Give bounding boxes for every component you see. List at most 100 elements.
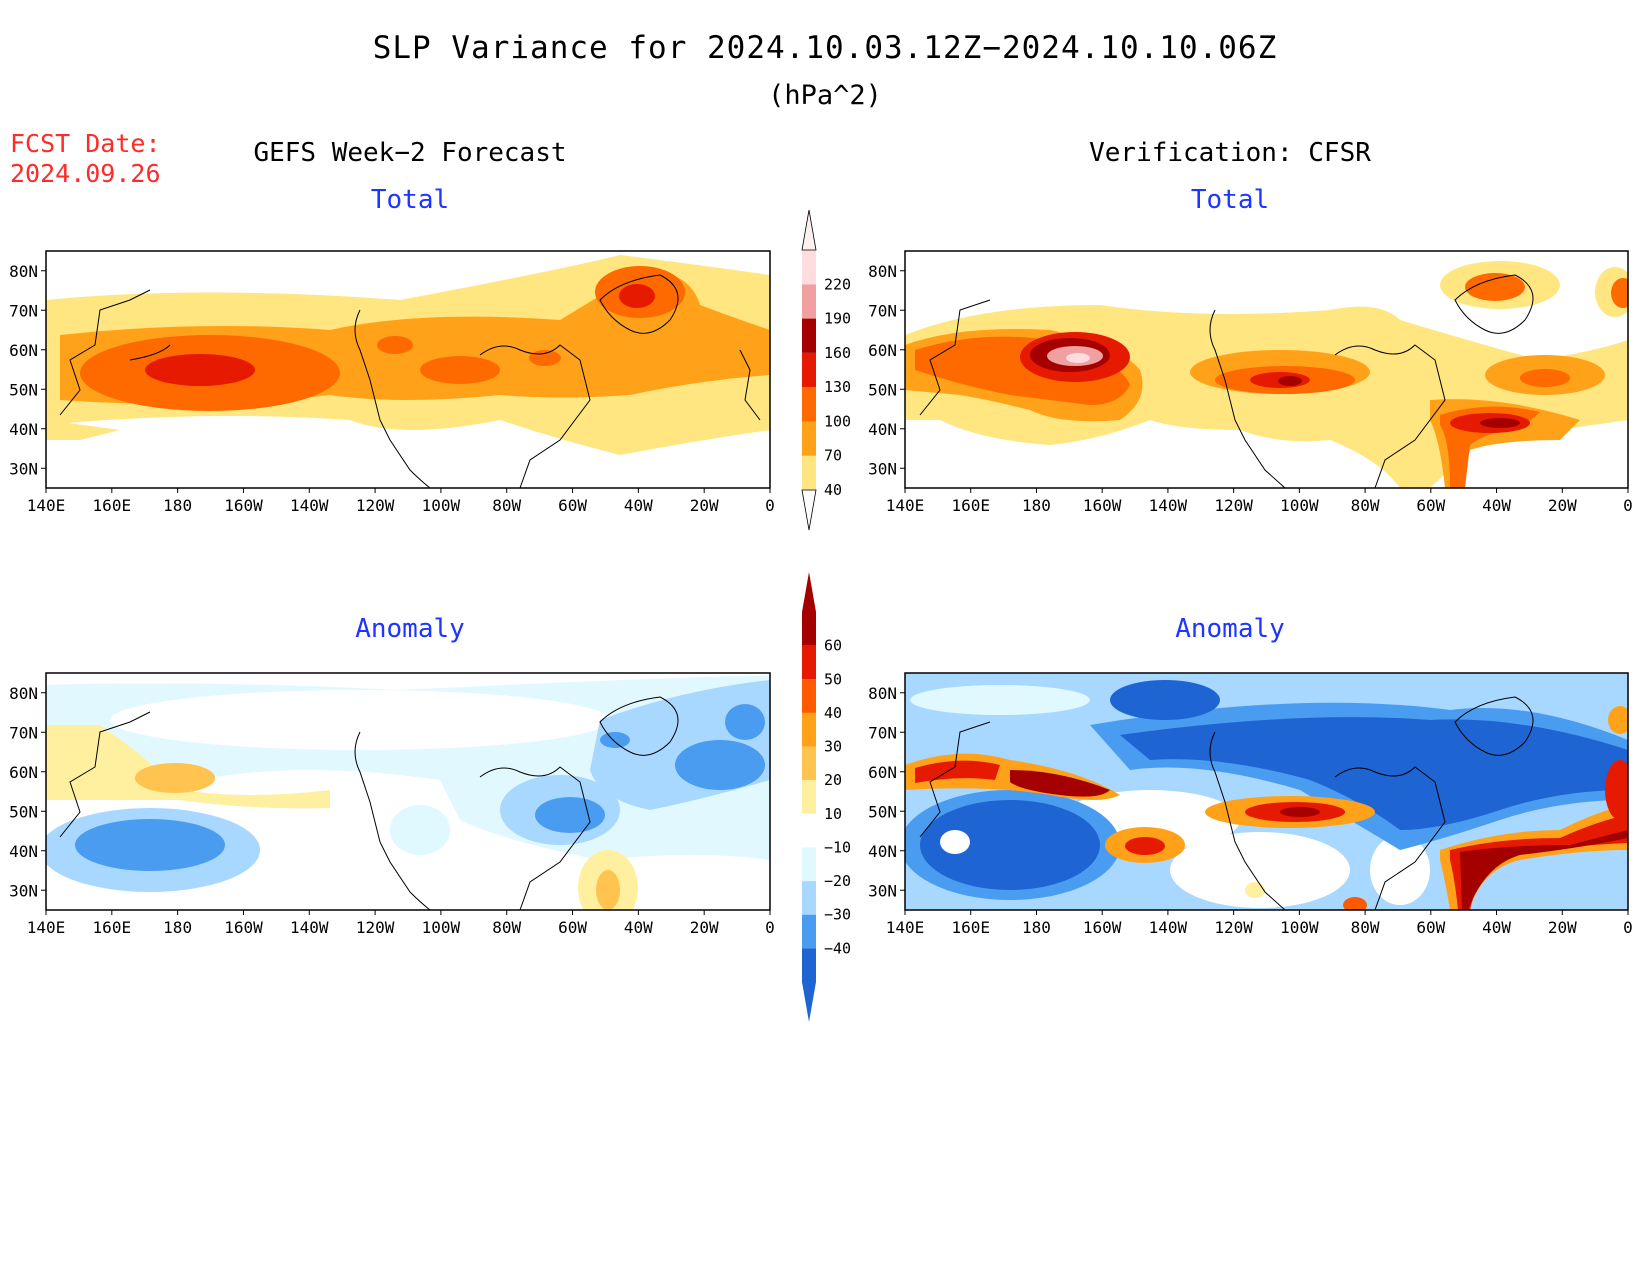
lon-tick-label: 180 (163, 918, 192, 937)
total-colorbar-swatch (802, 250, 816, 285)
anomaly-colorbar-label: −10 (824, 838, 851, 856)
lat-tick-label: 70N (868, 723, 897, 742)
anomaly-colorbar-swatch (802, 948, 816, 982)
anomaly-colorbar-label: 60 (824, 637, 842, 655)
anomaly-colorbar-label: −40 (824, 939, 851, 957)
lon-tick-label: 160E (93, 496, 132, 515)
forecast-anomaly-subtitle: Anomaly (355, 614, 465, 644)
forecast-anomaly-frame (45, 672, 771, 911)
anomaly-colorbar-swatch (802, 813, 816, 848)
anomaly-colorbar-label: 30 (824, 738, 842, 756)
lon-tick-label: 160W (1083, 496, 1122, 515)
anomaly-colorbar-label: 50 (824, 670, 842, 688)
lon-tick-label: 40W (1482, 496, 1511, 515)
total-colorbar-swatch (802, 455, 816, 490)
lon-tick-label: 0 (765, 496, 775, 515)
main-title: SLP Variance for 2024.10.03.12Z−2024.10.… (372, 30, 1278, 66)
lon-tick-label: 140W (1149, 918, 1188, 937)
lat-tick-label: 60N (9, 763, 38, 782)
lat-tick-label: 50N (9, 380, 38, 399)
lon-tick-label: 140W (290, 496, 329, 515)
verification-anomaly-subtitle: Anomaly (1175, 614, 1285, 644)
lon-tick-label: 80W (492, 496, 521, 515)
total-colorbar-bottom-arrow (801, 489, 817, 531)
verification-total-frame (904, 250, 1629, 489)
anomaly-colorbar-bottom-arrow (802, 982, 816, 1022)
lon-tick-label: 0 (1623, 918, 1633, 937)
total-colorbar-label: 70 (824, 447, 842, 465)
lon-tick-label: 100W (422, 496, 461, 515)
lon-tick-label: 120W (1214, 496, 1253, 515)
forecast-total-subtitle: Total (370, 185, 450, 215)
lat-tick-label: 80N (868, 684, 897, 703)
total-colorbar-label: 130 (824, 378, 851, 396)
total-colorbar-swatch (802, 387, 816, 422)
lon-tick-label: 60W (1416, 496, 1445, 515)
lat-tick-label: 40N (9, 420, 38, 439)
anomaly-colorbar-swatch (802, 712, 816, 747)
lat-tick-label: 70N (9, 723, 38, 742)
forecast-column-title: GEFS Week−2 Forecast (253, 138, 567, 168)
fcst-date-label: FCST Date: (10, 129, 161, 158)
anomaly-colorbar-label: −20 (824, 872, 851, 890)
lon-tick-label: 80W (1351, 918, 1380, 937)
anomaly-colorbar-swatch (802, 679, 816, 713)
anomaly-colorbar-swatch (802, 914, 816, 949)
lon-tick-label: 160W (1083, 918, 1122, 937)
verification-anomaly-frame (904, 672, 1629, 911)
lat-tick-label: 70N (868, 301, 897, 320)
coastlines (59, 274, 1534, 911)
lat-tick-label: 40N (868, 842, 897, 861)
axis-labels: 80N 70N 60N 50N 40N 30N 140E 160E 180 160W 140W 120… (9, 262, 1633, 937)
anomaly-colorbar-swatch (802, 780, 816, 814)
lat-tick-label: 30N (868, 459, 897, 478)
total-colorbar-label: 220 (824, 275, 851, 293)
anomaly-colorbar: 60 50 40 30 20 10 −10 −20 −30 −40 (802, 572, 851, 1022)
total-colorbar-swatch (802, 318, 816, 353)
total-colorbar-swatch (802, 284, 816, 319)
forecast-total-panel (46, 251, 770, 488)
lon-tick-label: 20W (1548, 918, 1577, 937)
lat-tick-label: 70N (9, 301, 38, 320)
lon-tick-label: 60W (558, 496, 587, 515)
anomaly-colorbar-swatch (802, 746, 816, 781)
lon-tick-label: 140E (27, 496, 66, 515)
verification-column-title: Verification: CFSR (1089, 138, 1371, 168)
lat-tick-label: 30N (9, 881, 38, 900)
forecast-anomaly-panel (46, 673, 770, 910)
total-colorbar-label: 100 (824, 412, 851, 430)
lon-tick-label: 160W (224, 496, 263, 515)
lon-tick-label: 20W (690, 496, 719, 515)
lon-tick-label: 80W (492, 918, 521, 937)
lon-tick-label: 100W (1280, 918, 1319, 937)
fcst-date-value: 2024.09.26 (10, 159, 161, 188)
lon-tick-label: 120W (356, 918, 395, 937)
lat-tick-label: 60N (868, 763, 897, 782)
lat-tick-label: 80N (868, 262, 897, 281)
anomaly-colorbar-swatch (802, 881, 816, 915)
lon-tick-label: 0 (765, 918, 775, 937)
total-colorbar-top-arrow (801, 209, 817, 251)
lon-tick-label: 120W (1214, 918, 1253, 937)
lon-tick-label: 140W (1149, 496, 1188, 515)
lon-tick-label: 100W (422, 918, 461, 937)
lon-tick-label: 140E (886, 918, 925, 937)
total-colorbar-swatch (802, 421, 816, 456)
total-colorbar-swatch (802, 352, 816, 388)
lon-tick-label: 100W (1280, 496, 1319, 515)
verification-total-field (905, 251, 1628, 488)
verification-anomaly-field (905, 673, 1628, 910)
lon-tick-label: 40W (1482, 918, 1511, 937)
anomaly-colorbar-swatch (802, 612, 816, 646)
forecast-total-field (46, 251, 770, 488)
anomaly-colorbar-label: −30 (824, 906, 851, 924)
verification-total-subtitle: Total (1190, 185, 1270, 215)
lat-tick-label: 50N (9, 802, 38, 821)
lon-tick-label: 160E (951, 918, 990, 937)
verification-total-panel (905, 251, 1628, 488)
lon-tick-label: 20W (1548, 496, 1577, 515)
lat-tick-label: 60N (9, 341, 38, 360)
anomaly-colorbar-label: 20 (824, 771, 842, 789)
total-colorbar-label: 40 (824, 481, 842, 499)
